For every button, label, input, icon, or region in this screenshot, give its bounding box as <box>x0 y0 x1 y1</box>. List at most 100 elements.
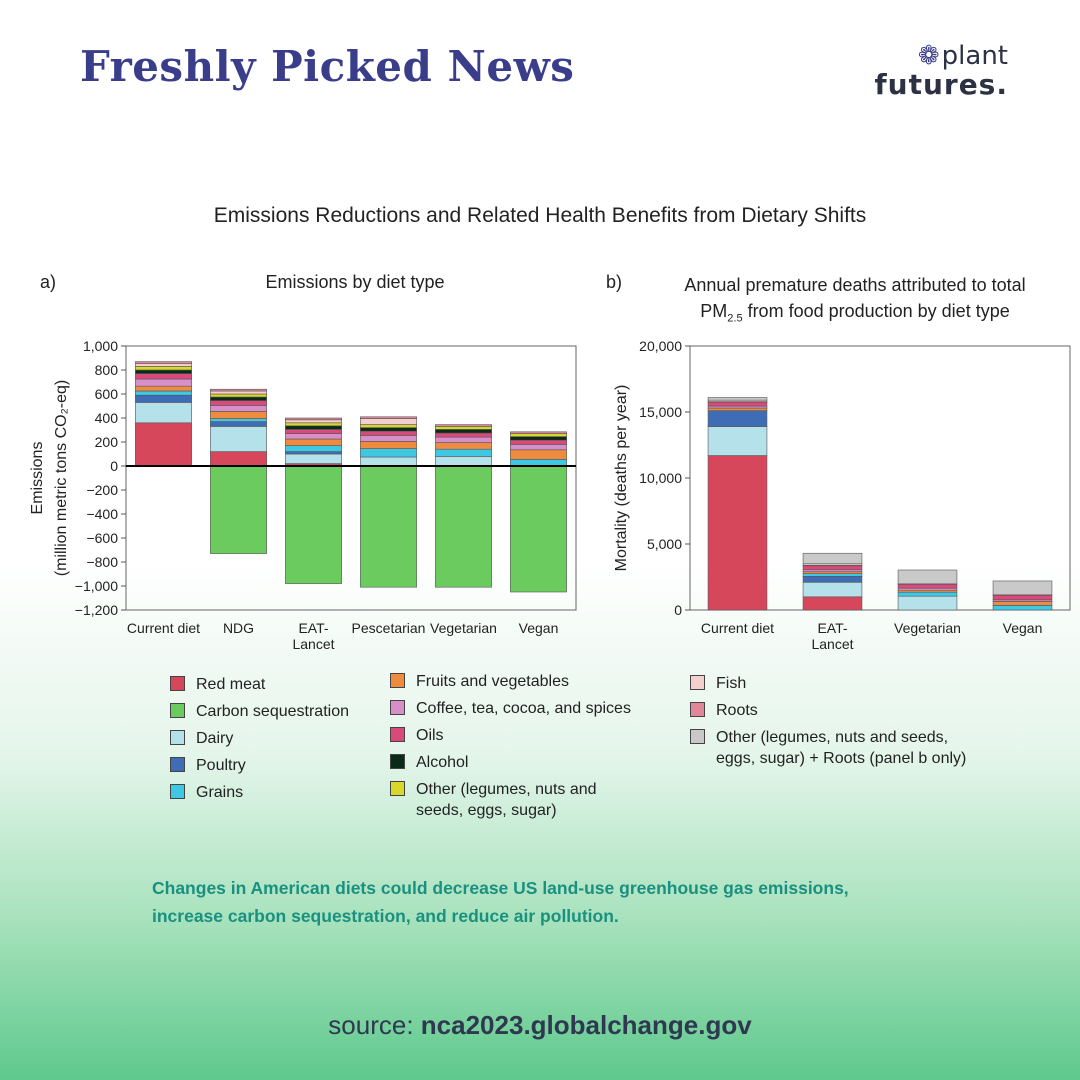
y-axis-label: Mortality (deaths per year) <box>613 385 630 572</box>
category-label: Vegetarian <box>430 620 497 636</box>
bar-segment <box>897 589 958 593</box>
bar-segment <box>707 407 768 411</box>
legend-label: Carbon sequestration <box>196 703 349 720</box>
bar-segment <box>210 388 267 392</box>
bar-segment <box>285 425 342 430</box>
category-label: Vegan <box>1003 620 1043 636</box>
bar-segment <box>992 599 1053 602</box>
bar-segment <box>435 424 492 427</box>
bar-segment <box>802 596 863 611</box>
legend-swatch <box>690 729 705 744</box>
bar-segment <box>897 591 958 597</box>
bar-segment <box>285 438 342 446</box>
category-label: EAT- <box>298 620 328 636</box>
legend-swatch <box>690 702 705 717</box>
bar-segment <box>360 427 417 432</box>
legend-label: Dairy <box>196 730 234 747</box>
brand-title: Freshly Picked News <box>80 42 575 91</box>
legend-label: Other (legumes, nuts and seeds, eggs, sug… <box>716 729 967 767</box>
bar-segment <box>360 465 417 588</box>
bar-segment <box>285 429 342 434</box>
bar-segment <box>802 565 863 571</box>
legend-label: Other (legumes, nuts and seeds, eggs, sug… <box>416 781 597 819</box>
bar-segment <box>285 451 342 455</box>
y-tick-label: 800 <box>95 362 119 378</box>
bar-segment <box>435 448 492 457</box>
category-label: NDG <box>223 620 254 636</box>
legend-swatch <box>390 781 405 796</box>
bar-segment <box>135 366 192 371</box>
bar-segment <box>210 418 267 422</box>
category-label: Vegetarian <box>894 620 961 636</box>
bar-segment <box>707 397 768 401</box>
bar-segment <box>707 405 768 409</box>
bar-segment <box>802 571 863 574</box>
category-label: Vegan <box>519 620 559 636</box>
logo-top-text: plant <box>941 41 1008 71</box>
bar-segment <box>897 569 958 585</box>
bar-segment <box>135 422 192 467</box>
bar-segment <box>707 455 768 611</box>
bar-segment <box>285 463 342 467</box>
bar-segment <box>210 396 267 401</box>
bar-segment <box>135 402 192 424</box>
bar-segment <box>360 448 417 458</box>
bar-segment <box>135 390 192 396</box>
bar-segment <box>360 441 417 449</box>
bar-segment <box>210 465 267 554</box>
caption: Changes in American diets could decrease… <box>152 878 849 926</box>
legend-label: Coffee, tea, cocoa, and spices <box>416 700 631 717</box>
source-line: source: nca2023.globalchange.gov <box>0 1010 1080 1041</box>
bar-segment <box>135 394 192 403</box>
bar-segment <box>435 429 492 434</box>
bar-segment <box>435 456 492 467</box>
bar-segment <box>285 419 342 424</box>
y-tick-label: −800 <box>86 554 118 570</box>
bar-segment <box>135 373 192 380</box>
bar-segment <box>510 444 567 451</box>
logo-bottom-text: futures. <box>874 68 1008 101</box>
bar-segment <box>897 587 958 591</box>
legend-swatch <box>390 700 405 715</box>
bar-segment <box>802 581 863 598</box>
bar-segment <box>510 431 567 434</box>
bar-segment <box>210 393 267 398</box>
bar-segment <box>435 432 492 438</box>
y-tick-label: −1,200 <box>75 602 118 618</box>
bar-segment <box>435 426 492 430</box>
legend-label: Red meat <box>196 676 266 693</box>
bar-segment <box>435 442 492 450</box>
y-tick-label: −400 <box>86 506 118 522</box>
bar-segment <box>135 363 192 367</box>
panel-b-title-rest: from food production by diet type <box>742 301 1010 321</box>
category-label: Pescetarian <box>352 620 426 636</box>
bar-segment <box>802 552 863 565</box>
panel-b-title-pm: PM <box>700 301 728 321</box>
category-label: Current diet <box>701 620 774 636</box>
bar-segment <box>707 399 768 403</box>
bar-segment <box>285 445 342 452</box>
bar-segment <box>210 451 267 467</box>
y-tick-label: −600 <box>86 530 118 546</box>
legend-label: Roots <box>716 702 758 719</box>
bar-segment <box>707 410 768 427</box>
bar-segment <box>135 378 192 387</box>
bar-segment <box>210 426 267 452</box>
bar-segment <box>992 580 1053 596</box>
bar-segment <box>285 417 342 421</box>
bar-segment <box>510 465 567 593</box>
y-tick-label: 0 <box>110 458 118 474</box>
bar-segment <box>360 424 417 428</box>
y-tick-label: 5,000 <box>647 536 682 552</box>
bar-segment <box>360 418 417 425</box>
legend-label: Grains <box>196 784 244 801</box>
panel-b-title-line1: Annual premature deaths attributed to to… <box>684 275 1026 295</box>
bar-segment <box>435 465 492 588</box>
bar-segment <box>285 453 342 464</box>
y-tick-label: 1,000 <box>83 338 118 354</box>
y-tick-label: 600 <box>95 386 119 402</box>
panel-b-title: Annual premature deaths attributed to to… <box>640 272 1070 332</box>
bar-segment <box>135 385 192 392</box>
bar-segment <box>992 605 1053 611</box>
bar-segment <box>210 411 267 419</box>
